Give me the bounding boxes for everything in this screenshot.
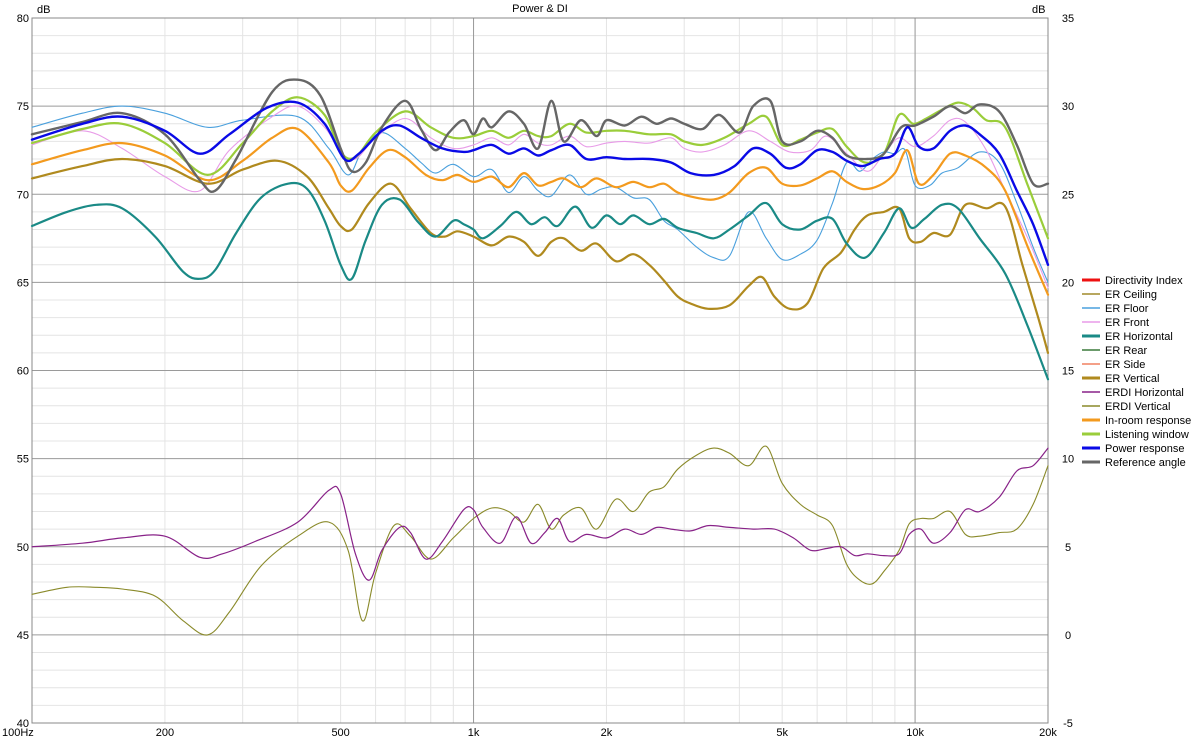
right-axis-tick-label: 30 [1062, 101, 1074, 113]
series-line-er-horizontal [30, 181, 1050, 381]
left-axis-tick-label: 70 [17, 189, 29, 201]
right-axis-tick-label: 5 [1065, 542, 1071, 554]
series-line-power-response [30, 100, 1050, 266]
series-line-erdi-vertical [31, 445, 1049, 636]
left-axis-tick-label: 65 [17, 277, 29, 289]
x-axis-tick-label: 100Hz [2, 727, 34, 739]
legend-label-er-floor: ER Floor [1105, 303, 1149, 315]
series-lines [30, 78, 1050, 636]
right-axis-unit: dB [1032, 4, 1045, 16]
left-axis-tick-label: 40 [17, 718, 29, 730]
x-axis-ticks: 100Hz 200 500 1k 2k 5k 10k 20k [2, 727, 1057, 739]
x-axis-tick-label: 1k [468, 727, 480, 739]
legend-label-in-room-response: In-room response [1105, 415, 1191, 427]
legend-label-erdi-vertical: ERDI Vertical [1105, 401, 1170, 413]
legend-label-er-front: ER Front [1105, 317, 1149, 329]
right-axis-tick-label: 15 [1062, 366, 1074, 378]
legend-label-er-side: ER Side [1105, 359, 1145, 371]
series-line-erdi-horizontal [31, 447, 1049, 581]
right-axis-tick-label: 35 [1062, 13, 1074, 25]
x-axis-tick-label: 500 [331, 727, 349, 739]
legend-label-directivity-index: Directivity Index [1105, 275, 1183, 287]
series-line-er-front [31, 105, 1049, 289]
left-axis-tick-label: 75 [17, 101, 29, 113]
legend-label-er-rear: ER Rear [1105, 345, 1148, 357]
series-line-er-floor [31, 105, 1049, 283]
legend-label-listening-window: Listening window [1105, 429, 1189, 441]
right-axis-tick-label: 10 [1062, 454, 1074, 466]
left-axis-tick-label: 55 [17, 454, 29, 466]
plot-frame [31, 17, 1049, 724]
series-line-in-room-response [30, 126, 1050, 296]
series-line-reference-angle [30, 78, 1050, 194]
x-axis-tick-label: 20k [1039, 727, 1057, 739]
right-axis-tick-label: 0 [1065, 630, 1071, 642]
right-axis-tick-label: 25 [1062, 189, 1074, 201]
legend-label-er-horizontal: ER Horizontal [1105, 331, 1173, 343]
left-axis-tick-label: 50 [17, 542, 29, 554]
legend-label-power-response: Power response [1105, 443, 1185, 455]
x-axis-tick-label: 200 [156, 727, 174, 739]
series-line-er-vertical [30, 157, 1050, 354]
x-axis-tick-label: 5k [776, 727, 788, 739]
legend-label-er-vertical: ER Vertical [1105, 373, 1159, 385]
legend-label-erdi-horizontal: ERDI Horizontal [1105, 387, 1184, 399]
series-line-listening-window [30, 96, 1050, 240]
left-axis-unit: dB [37, 4, 50, 16]
right-axis-ticks: -5 0 5 10 15 20 25 30 35 [1062, 13, 1074, 730]
left-axis-tick-label: 60 [17, 366, 29, 378]
right-axis-tick-label: 20 [1062, 277, 1074, 289]
legend-label-er-ceiling: ER Ceiling [1105, 289, 1157, 301]
x-axis-tick-label: 2k [601, 727, 613, 739]
right-axis-tick-label: -5 [1063, 718, 1073, 730]
chart-title: Power & DI [512, 3, 568, 15]
legend: Directivity Index ER Ceiling ER Floor ER Fr… [1082, 275, 1191, 469]
left-axis-tick-label: 45 [17, 630, 29, 642]
left-axis-ticks: 40 45 50 55 60 65 70 75 80 [17, 13, 29, 730]
x-axis-tick-label: 10k [906, 727, 924, 739]
legend-label-reference-angle: Reference angle [1105, 457, 1186, 469]
left-axis-tick-label: 80 [17, 13, 29, 25]
